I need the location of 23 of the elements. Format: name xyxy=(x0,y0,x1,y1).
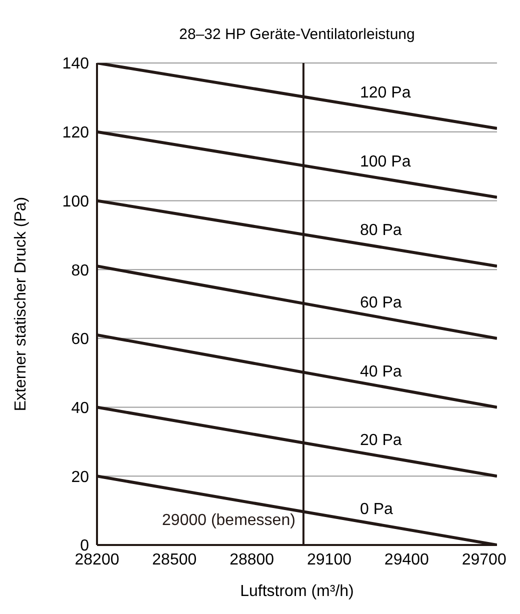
y-tick-label: 40 xyxy=(71,400,90,417)
chart-title: 28–32 HP Geräte-Ventilatorleistung xyxy=(178,26,416,43)
y-tick-label: 120 xyxy=(62,124,90,142)
y-tick-label: 140 xyxy=(62,56,90,73)
ref-line-label: 29000 (bemessen) xyxy=(162,512,296,529)
y-tick-label: 100 xyxy=(62,193,90,210)
x-tick-label: 29100 xyxy=(307,551,352,568)
series-label: 120 Pa xyxy=(360,84,411,102)
y-tick-label: 20 xyxy=(71,468,90,486)
y-tick-label: 60 xyxy=(71,331,90,348)
series-label: 80 Pa xyxy=(360,222,402,240)
series-label: 100 Pa xyxy=(360,153,411,170)
series-label: 60 Pa xyxy=(360,294,402,312)
x-tick-label: 28500 xyxy=(152,551,197,568)
x-tick-label: 29700 xyxy=(462,551,506,568)
x-tick-label: 29400 xyxy=(384,551,430,568)
series-label: 0 Pa xyxy=(360,501,394,518)
y-axis-title: Externer statischer Druck (Pa) xyxy=(12,196,30,412)
series-label: 40 Pa xyxy=(360,363,402,380)
series-label: 20 Pa xyxy=(360,432,402,450)
x-tick-label: 28800 xyxy=(230,551,274,568)
y-tick-label: 80 xyxy=(71,262,90,280)
x-axis-title: Luftstrom (m³/h) xyxy=(240,583,354,600)
